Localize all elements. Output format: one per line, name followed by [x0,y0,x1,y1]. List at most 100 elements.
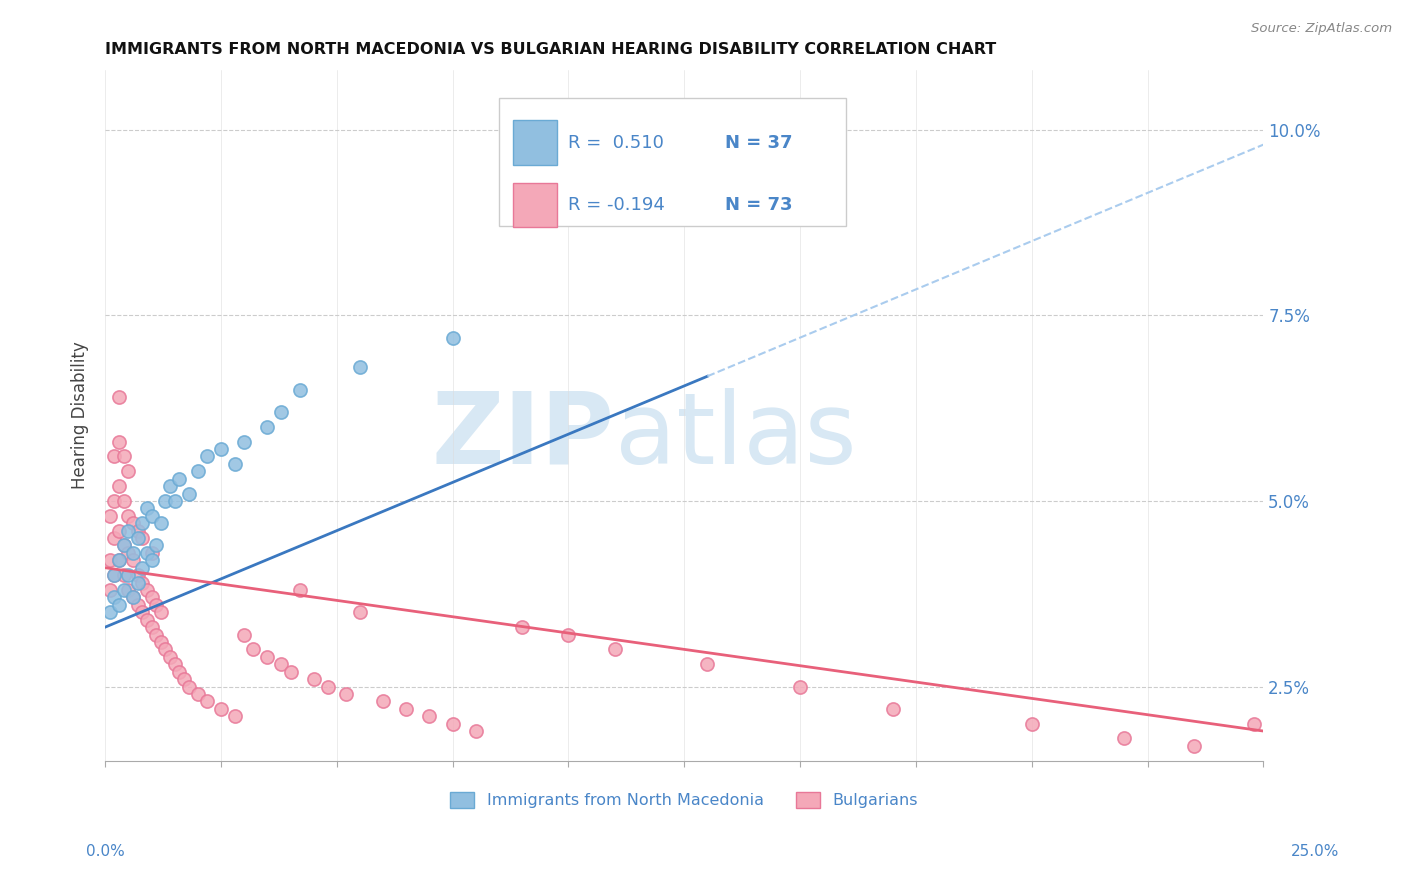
Point [510,620,533,634]
Point [145,598,167,612]
Point [270,405,292,419]
Point [103,568,125,582]
Point [108,553,131,567]
Point [141,508,163,523]
Point [349,360,371,375]
Text: IMMIGRANTS FROM NORTH MACEDONIA VS BULGARIAN HEARING DISABILITY CORRELATION CHAR: IMMIGRANTS FROM NORTH MACEDONIA VS BULGA… [105,42,997,57]
Point [112,568,135,582]
Text: 0.0%: 0.0% [86,845,125,859]
Point [127,531,149,545]
Point [141,546,163,560]
Point [1182,739,1205,753]
Point [242,642,264,657]
Point [112,582,135,597]
Point [149,605,172,619]
Point [177,486,200,500]
Point [98,508,121,523]
Point [112,539,135,553]
Point [141,620,163,634]
Point [335,687,357,701]
FancyBboxPatch shape [513,120,557,165]
Point [117,582,139,597]
Point [349,605,371,619]
Point [209,442,232,456]
FancyBboxPatch shape [513,183,557,227]
Point [464,724,486,739]
Point [127,598,149,612]
Point [696,657,718,672]
Point [145,627,167,641]
Text: atlas: atlas [614,388,856,484]
Point [103,450,125,464]
Text: R =  0.510: R = 0.510 [568,134,665,152]
Point [395,702,418,716]
Point [122,553,145,567]
Point [233,434,256,449]
Point [135,546,157,560]
Point [441,331,464,345]
Point [603,642,626,657]
Point [195,694,218,708]
Point [131,531,153,545]
Point [122,591,145,605]
FancyBboxPatch shape [499,98,846,226]
Text: N = 73: N = 73 [725,196,793,214]
Point [112,539,135,553]
Point [127,568,149,582]
Point [103,568,125,582]
Text: Source: ZipAtlas.com: Source: ZipAtlas.com [1251,22,1392,36]
Point [103,591,125,605]
Point [534,137,557,152]
Point [135,582,157,597]
Y-axis label: Hearing Disability: Hearing Disability [72,342,89,490]
Point [149,516,172,531]
Point [789,680,811,694]
Point [187,464,209,478]
Point [302,672,325,686]
Point [122,516,145,531]
Point [163,494,186,508]
Point [112,450,135,464]
Point [155,494,177,508]
Point [209,702,232,716]
Point [103,494,125,508]
Point [112,494,135,508]
Point [280,665,302,679]
Text: R = -0.194: R = -0.194 [568,196,665,214]
Point [288,383,311,397]
Point [108,598,131,612]
Point [131,605,153,619]
Point [177,680,200,694]
Point [173,672,195,686]
Point [108,434,131,449]
Point [127,575,149,590]
Point [122,546,145,560]
Point [131,516,153,531]
Text: N = 37: N = 37 [725,134,793,152]
Point [256,649,278,664]
Point [159,649,181,664]
Point [882,702,904,716]
Point [108,553,131,567]
Point [418,709,440,723]
Point [117,508,139,523]
Point [1114,731,1136,746]
Text: 25.0%: 25.0% [1291,845,1339,859]
Point [195,450,218,464]
Point [159,479,181,493]
Point [98,605,121,619]
Point [127,524,149,538]
Point [117,464,139,478]
Point [169,665,191,679]
Point [122,591,145,605]
Point [224,457,246,471]
Point [141,591,163,605]
Point [135,501,157,516]
Point [441,716,464,731]
Point [169,472,191,486]
Point [117,524,139,538]
Point [108,390,131,404]
Point [145,539,167,553]
Point [135,613,157,627]
Point [141,553,163,567]
